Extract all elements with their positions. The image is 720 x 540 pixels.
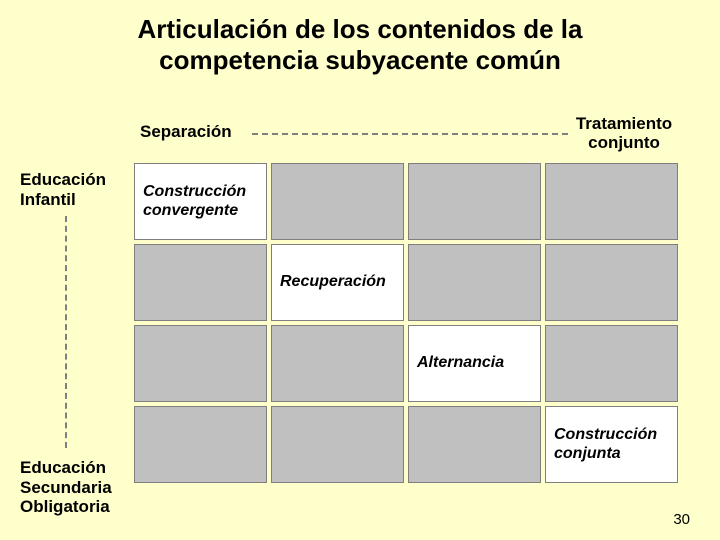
page-number: 30 (673, 511, 690, 528)
matrix-cell-r2c1 (134, 244, 267, 321)
cell-label: Construcción convergente (143, 183, 258, 220)
matrix-cell-r4c4: Construcción conjunta (545, 406, 678, 483)
cell-label: Alternancia (417, 354, 504, 372)
matrix-cell-r2c4 (545, 244, 678, 321)
matrix-cell-r2c3 (408, 244, 541, 321)
matrix-cell-r1c3 (408, 163, 541, 240)
horizontal-axis-dashed-line (252, 133, 568, 135)
y-axis-label-bottom: Educación Secundaria Obligatoria (20, 458, 130, 517)
x-axis-label-right: Tratamiento conjunto (564, 115, 684, 152)
matrix-cell-r2c2: Recuperación (271, 244, 404, 321)
matrix-cell-r1c1: Construcción convergente (134, 163, 267, 240)
y-axis-label-top: Educación Infantil (20, 170, 130, 209)
title-line-1: Articulación de los contenidos de la (138, 14, 583, 44)
matrix-cell-r4c1 (134, 406, 267, 483)
cell-label: Recuperación (280, 273, 386, 291)
matrix-cell-r1c4 (545, 163, 678, 240)
content-matrix: Construcción convergente Recuperación Al… (134, 163, 678, 483)
vertical-axis-dashed-line (65, 216, 67, 448)
cell-label: Construcción conjunta (554, 426, 669, 463)
matrix-cell-r3c3: Alternancia (408, 325, 541, 402)
slide-title: Articulación de los contenidos de la com… (0, 14, 720, 76)
title-line-2: competencia subyacente común (159, 45, 561, 75)
matrix-cell-r4c2 (271, 406, 404, 483)
matrix-cell-r3c1 (134, 325, 267, 402)
matrix-cell-r3c4 (545, 325, 678, 402)
matrix-cell-r4c3 (408, 406, 541, 483)
matrix-cell-r1c2 (271, 163, 404, 240)
matrix-cell-r3c2 (271, 325, 404, 402)
x-axis-label-left: Separación (140, 122, 232, 142)
